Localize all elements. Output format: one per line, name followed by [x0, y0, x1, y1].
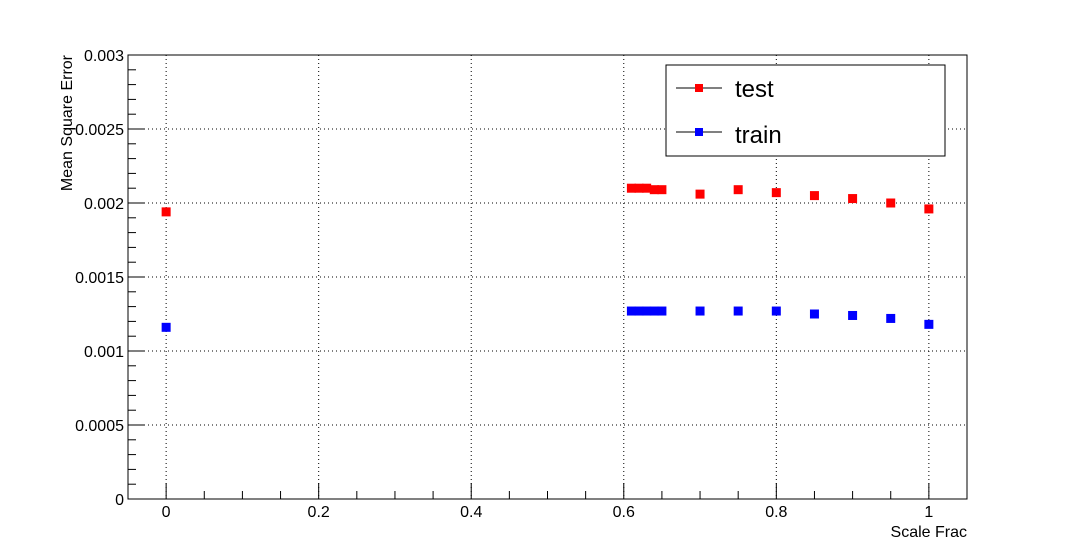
test-data-point: [649, 185, 659, 195]
y-tick-label: 0.002: [84, 196, 124, 213]
test-data-point: [161, 207, 171, 217]
x-axis-title: Scale Frac: [891, 524, 967, 541]
legend-test-label: test: [735, 76, 774, 103]
data-points: [161, 183, 934, 332]
legend: test train: [665, 64, 946, 157]
test-data-point: [626, 183, 636, 193]
test-data-point: [733, 185, 743, 195]
y-tick-label: 0.0025: [75, 122, 124, 139]
test-data-point: [924, 204, 934, 214]
x-tick-label: 0.8: [765, 504, 787, 521]
train-data-point: [161, 322, 171, 332]
test-data-point: [886, 198, 896, 208]
train-data-point: [626, 306, 636, 316]
legend-train-label: train: [735, 122, 782, 149]
train-data-point: [642, 306, 652, 316]
y-axis-title: Mean Square Error: [59, 54, 76, 191]
x-tick-label: 1: [924, 504, 933, 521]
x-tick-label: 0.4: [460, 504, 482, 521]
test-data-point: [848, 194, 858, 204]
train-data-point: [848, 310, 858, 320]
x-tick-label: 0: [162, 504, 171, 521]
test-data-point: [809, 191, 819, 201]
train-data-point: [733, 306, 743, 316]
test-data-point: [634, 183, 644, 193]
x-tick-label: 0.6: [613, 504, 635, 521]
train-data-point: [649, 306, 659, 316]
y-tick-label: 0: [115, 492, 124, 509]
train-data-point: [695, 306, 705, 316]
y-tick-labels: 0 0.0005 0.001 0.0015 0.002 0.0025 0.003: [75, 48, 124, 509]
legend-train-marker: [695, 128, 703, 136]
y-tick-label: 0.0015: [75, 270, 124, 287]
axis-ticks: [127, 54, 968, 500]
train-data-point: [924, 319, 934, 329]
x-tick-label: 0.2: [308, 504, 330, 521]
test-data-point: [695, 189, 705, 199]
train-data-point: [634, 306, 644, 316]
test-data-point: [771, 188, 781, 198]
legend-test-marker: [695, 84, 703, 92]
test-data-point: [642, 183, 652, 193]
train-data-point: [886, 313, 896, 323]
y-tick-label: 0.001: [84, 344, 124, 361]
y-tick-label: 0.0005: [75, 418, 124, 435]
legend-box: [665, 64, 946, 157]
plot-frame: [127, 54, 968, 500]
y-tick-label: 0.003: [84, 48, 124, 65]
train-data-point: [657, 306, 667, 316]
test-data-point: [657, 185, 667, 195]
train-data-point: [771, 306, 781, 316]
train-data-point: [809, 309, 819, 319]
x-tick-labels: 0 0.2 0.4 0.6 0.8 1: [162, 504, 934, 521]
